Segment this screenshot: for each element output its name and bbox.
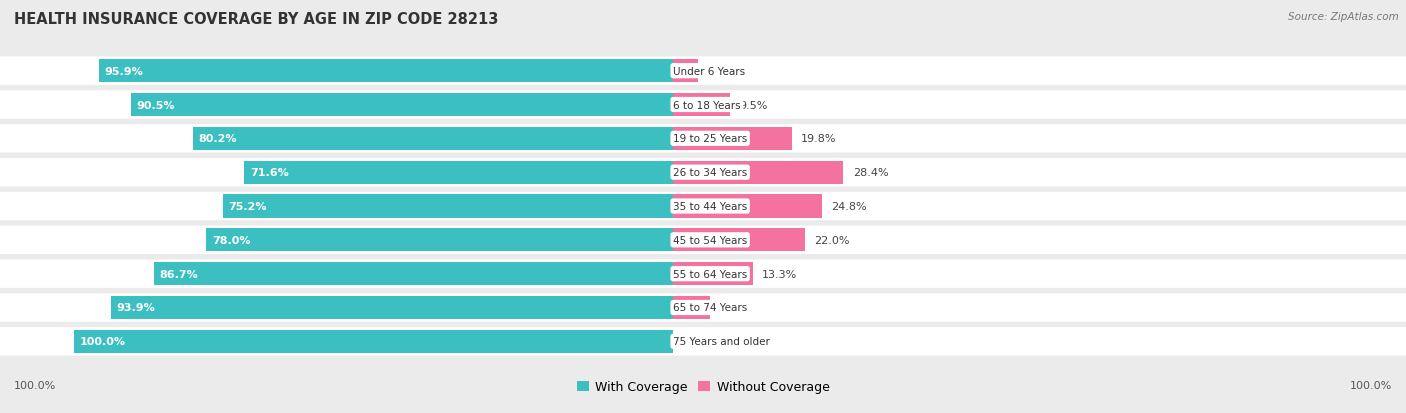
FancyBboxPatch shape: [0, 260, 1406, 288]
FancyBboxPatch shape: [0, 125, 1406, 153]
FancyBboxPatch shape: [0, 159, 1406, 187]
Text: 4.1%: 4.1%: [707, 66, 735, 76]
Text: 6 to 18 Years: 6 to 18 Years: [673, 100, 741, 110]
Bar: [131, 94, 673, 117]
Bar: [673, 60, 697, 83]
Text: 71.6%: 71.6%: [250, 168, 288, 178]
Text: 45 to 54 Years: 45 to 54 Years: [673, 235, 748, 245]
Text: 90.5%: 90.5%: [136, 100, 176, 110]
Text: 9.5%: 9.5%: [740, 100, 768, 110]
Text: 78.0%: 78.0%: [212, 235, 250, 245]
Text: 100.0%: 100.0%: [80, 337, 127, 347]
FancyBboxPatch shape: [0, 192, 1406, 221]
Bar: [75, 330, 673, 353]
Text: 86.7%: 86.7%: [160, 269, 198, 279]
Bar: [98, 60, 673, 83]
Bar: [673, 296, 710, 319]
Text: 22.0%: 22.0%: [814, 235, 851, 245]
Text: 75.2%: 75.2%: [229, 202, 267, 211]
Text: 13.3%: 13.3%: [762, 269, 797, 279]
Text: 65 to 74 Years: 65 to 74 Years: [673, 303, 748, 313]
Text: 80.2%: 80.2%: [198, 134, 238, 144]
Bar: [673, 229, 804, 252]
Text: 26 to 34 Years: 26 to 34 Years: [673, 168, 748, 178]
FancyBboxPatch shape: [0, 294, 1406, 322]
Bar: [205, 229, 673, 252]
Text: 24.8%: 24.8%: [831, 202, 868, 211]
Bar: [193, 128, 673, 150]
Bar: [673, 263, 752, 285]
Text: Under 6 Years: Under 6 Years: [673, 66, 745, 76]
Text: 100.0%: 100.0%: [1350, 380, 1392, 390]
Text: Source: ZipAtlas.com: Source: ZipAtlas.com: [1288, 12, 1399, 22]
Bar: [111, 296, 673, 319]
Text: 55 to 64 Years: 55 to 64 Years: [673, 269, 748, 279]
Text: 95.9%: 95.9%: [104, 66, 143, 76]
FancyBboxPatch shape: [0, 91, 1406, 119]
Text: 19 to 25 Years: 19 to 25 Years: [673, 134, 748, 144]
Legend: With Coverage, Without Coverage: With Coverage, Without Coverage: [572, 375, 834, 398]
Bar: [222, 195, 673, 218]
Text: 35 to 44 Years: 35 to 44 Years: [673, 202, 748, 211]
Text: 93.9%: 93.9%: [117, 303, 155, 313]
Bar: [673, 94, 730, 117]
Text: 28.4%: 28.4%: [853, 168, 889, 178]
Bar: [673, 161, 844, 184]
FancyBboxPatch shape: [0, 57, 1406, 85]
Bar: [673, 195, 821, 218]
Text: 0.0%: 0.0%: [683, 337, 711, 347]
Bar: [153, 263, 673, 285]
Text: 19.8%: 19.8%: [801, 134, 837, 144]
Text: 75 Years and older: 75 Years and older: [673, 337, 770, 347]
Bar: [245, 161, 673, 184]
Text: 6.1%: 6.1%: [720, 303, 748, 313]
Text: 100.0%: 100.0%: [14, 380, 56, 390]
Bar: [673, 128, 792, 150]
FancyBboxPatch shape: [0, 328, 1406, 356]
Text: HEALTH INSURANCE COVERAGE BY AGE IN ZIP CODE 28213: HEALTH INSURANCE COVERAGE BY AGE IN ZIP …: [14, 12, 499, 27]
FancyBboxPatch shape: [0, 226, 1406, 254]
